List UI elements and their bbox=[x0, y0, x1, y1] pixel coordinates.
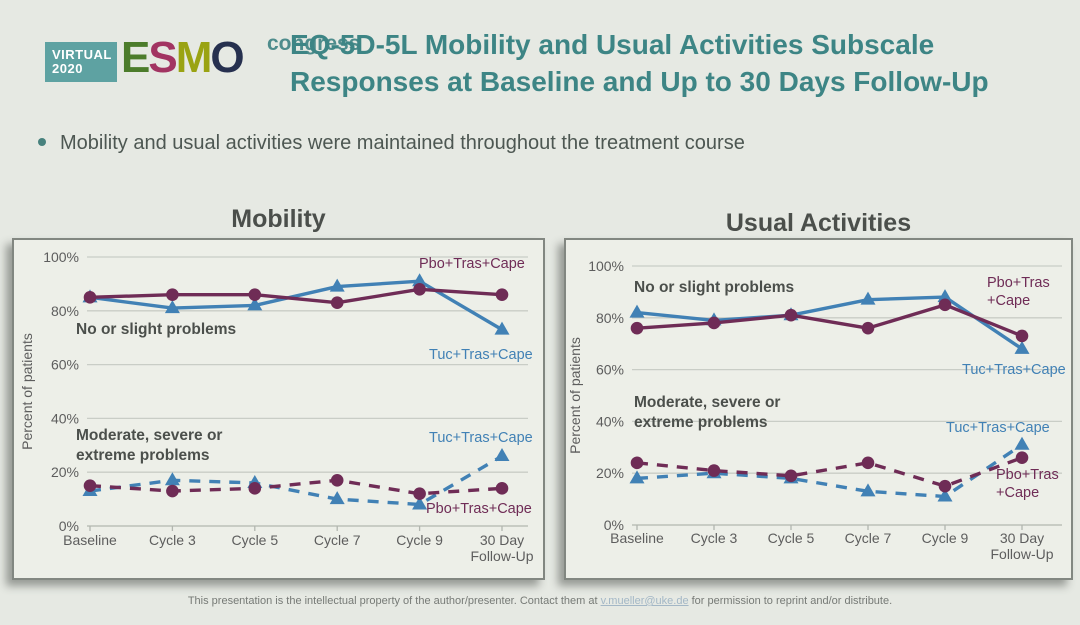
svg-text:Cycle 9: Cycle 9 bbox=[396, 532, 443, 548]
series-label-tuc-moderate: Tuc+Tras+Cape bbox=[946, 420, 1050, 436]
svg-text:Baseline: Baseline bbox=[63, 532, 117, 548]
svg-text:20%: 20% bbox=[596, 465, 624, 481]
group-label-moderate: Moderate, severe or extreme problems bbox=[76, 427, 223, 464]
chart-title-mobility: Mobility bbox=[231, 205, 326, 233]
congress-label: congress bbox=[267, 32, 361, 55]
svg-text:80%: 80% bbox=[51, 303, 79, 319]
contact-email-link[interactable]: v.mueller@uke.de bbox=[600, 595, 689, 607]
svg-text:Cycle 3: Cycle 3 bbox=[149, 532, 196, 548]
svg-text:Cycle 5: Cycle 5 bbox=[768, 530, 815, 546]
svg-text:100%: 100% bbox=[588, 258, 624, 274]
group-label-no-slight: No or slight problems bbox=[634, 279, 795, 296]
esmo-letter-o: O bbox=[210, 33, 244, 82]
svg-text:80%: 80% bbox=[596, 310, 624, 326]
series-label-tuc-moderate: Tuc+Tras+Cape bbox=[429, 430, 533, 446]
key-message-text: Mobility and usual activities were maint… bbox=[60, 132, 745, 154]
svg-text:Baseline: Baseline bbox=[610, 530, 664, 546]
usual-activities-chart: 100% 80% 60% 40% 20% 0%Baseline Cycle 3 Cycle 5… bbox=[567, 258, 1062, 562]
group-label-moderate: Moderate, severe or extreme problems bbox=[634, 394, 781, 431]
svg-text:Cycle 9: Cycle 9 bbox=[922, 530, 969, 546]
svg-text:Cycle 3: Cycle 3 bbox=[691, 530, 738, 546]
svg-text:40%: 40% bbox=[596, 413, 624, 429]
svg-text:Cycle 5: Cycle 5 bbox=[231, 532, 278, 548]
esmo-letter-e: E bbox=[121, 33, 150, 82]
key-message: Mobility and usual activities were maint… bbox=[38, 132, 1038, 155]
mobility-chart-panel: 100% 80% 60% 40% 20% 0% Baseline Cycle 3 Cycle 5… bbox=[12, 238, 545, 580]
esmo-letter-s: S bbox=[148, 33, 177, 82]
disclaimer-text-post: for permission to reprint and/or distrib… bbox=[688, 595, 893, 607]
series-label-pbo-no-slight: Pbo+Tras+Cape bbox=[419, 256, 525, 272]
svg-text:0%: 0% bbox=[604, 517, 624, 533]
series-label-tuc-no-slight: Tuc+Tras+Cape bbox=[962, 362, 1066, 378]
chart-title-usual-activities: Usual Activities bbox=[725, 209, 912, 237]
page-title-line1: EQ-5D-5L Mobility and Usual Activities S… bbox=[290, 29, 935, 60]
esmo-wordmark: ESMO bbox=[121, 33, 245, 82]
page-title: EQ-5D-5L Mobility and Usual Activities S… bbox=[290, 26, 1070, 100]
svg-text:40%: 40% bbox=[51, 410, 79, 426]
svg-text:Cycle 7: Cycle 7 bbox=[845, 530, 892, 546]
svg-text:Percent of patients: Percent of patients bbox=[19, 333, 35, 450]
series-label-pbo-no-slight: Pbo+Tras +Cape bbox=[987, 275, 1050, 309]
disclaimer-text-pre: This presentation is the intellectual pr… bbox=[187, 595, 601, 607]
series-label-pbo-moderate: Pbo+Tras+Cape bbox=[426, 501, 532, 517]
footer-disclaimer: This presentation is the intellectual pr… bbox=[0, 595, 1080, 607]
svg-text:Cycle 7: Cycle 7 bbox=[314, 532, 361, 548]
svg-text:60%: 60% bbox=[596, 362, 624, 378]
svg-text:Percent of patients: Percent of patients bbox=[567, 337, 583, 454]
svg-text:100%: 100% bbox=[43, 249, 79, 265]
series-label-pbo-moderate: Pbo+Tras +Cape bbox=[996, 467, 1059, 501]
series-label-tuc-no-slight: Tuc+Tras+Cape bbox=[429, 347, 533, 363]
virtual-label: VIRTUAL bbox=[52, 47, 112, 62]
esmo-letter-m: M bbox=[175, 33, 213, 82]
virtual-2020-badge: VIRTUAL 2020 bbox=[45, 42, 117, 82]
svg-text:20%: 20% bbox=[51, 464, 79, 480]
svg-text:0%: 0% bbox=[59, 518, 79, 534]
mobility-chart: 100% 80% 60% 40% 20% 0%Baseline Cycle 3 Cycle 5… bbox=[19, 249, 534, 564]
svg-text:60%: 60% bbox=[51, 357, 79, 373]
usual-activities-chart-panel: 100% 80% 60% 40% 20% 0% Baseline Cycle 3 Cycle 5… bbox=[564, 238, 1073, 580]
virtual-year: 2020 bbox=[52, 61, 83, 76]
group-label-no-slight: No or slight problems bbox=[76, 321, 237, 338]
page-title-line2: Responses at Baseline and Up to 30 Days … bbox=[290, 66, 989, 97]
bullet-icon bbox=[38, 138, 46, 146]
